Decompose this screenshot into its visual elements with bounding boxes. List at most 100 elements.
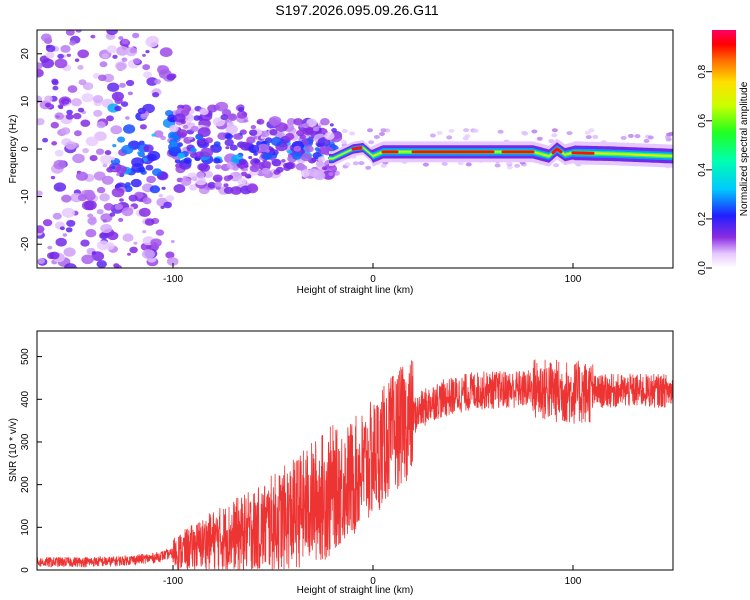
spectral-blob [37, 62, 43, 70]
spectral-blob [302, 126, 315, 136]
spectral-blob [50, 121, 59, 129]
spectral-blob [142, 53, 146, 57]
spectral-blob [146, 77, 158, 86]
spectral-blob [246, 136, 256, 144]
spectral-blob [110, 165, 116, 170]
spectral-blob [139, 124, 147, 130]
spectral-blob [142, 249, 155, 260]
spectral-blob [205, 137, 214, 144]
spectral-blob [299, 124, 304, 128]
spectral-blob [592, 134, 599, 139]
spectral-blob [60, 127, 71, 135]
spectral-blob [132, 32, 140, 39]
spectral-blob [109, 212, 116, 217]
spectral-blob [96, 260, 107, 268]
spectrogram-ylabel: Frequency (Hz) [8, 115, 19, 184]
spectral-blob [170, 240, 175, 243]
spectral-blob [66, 109, 73, 115]
spectral-blob [197, 127, 211, 138]
spectral-blob [174, 113, 186, 123]
snr-background [37, 331, 673, 570]
spectral-blob [308, 168, 320, 177]
spectral-blob [104, 150, 112, 156]
spectrogram-ytick-label: 10 [20, 95, 31, 107]
spectral-blob [122, 233, 134, 242]
spectral-blob [96, 121, 106, 129]
spectral-blob [302, 140, 310, 146]
spectral-blob [44, 102, 52, 108]
spectral-blob [224, 138, 234, 147]
spectral-blob [146, 175, 157, 184]
spectral-blob [81, 254, 94, 265]
spectral-blob [121, 144, 134, 155]
spectral-blob [53, 159, 67, 170]
spectral-blob [138, 207, 151, 217]
ridge-peak [551, 147, 563, 155]
spectral-blob [77, 194, 88, 202]
spectral-blob [195, 177, 207, 186]
spectral-blob [261, 167, 271, 175]
spectral-blob [96, 186, 106, 194]
spectral-blob [233, 133, 242, 140]
spectral-blob [311, 157, 317, 163]
spectral-blob [248, 144, 260, 154]
spectral-blob [54, 58, 68, 69]
spectral-blob [197, 115, 203, 120]
spectral-blob [44, 95, 53, 103]
spectral-blob [143, 71, 152, 79]
spectral-blob [71, 98, 82, 107]
spectral-blob [37, 190, 43, 197]
spectral-blob [45, 51, 55, 59]
spectral-blob [176, 129, 188, 138]
spectral-blob [116, 46, 129, 56]
spectrogram-ytick-label: -10 [20, 189, 31, 204]
spectral-blob [249, 129, 258, 136]
spectral-blob [142, 230, 147, 234]
spectral-blob [195, 151, 204, 158]
colorbar-tick-label: 0.2 [697, 212, 708, 226]
spectral-blob [177, 152, 185, 159]
spectral-blob [585, 135, 592, 140]
spectral-blob [157, 65, 170, 75]
spectral-blob [61, 194, 72, 203]
spectral-blob [145, 164, 154, 171]
spectral-blob [270, 157, 276, 161]
spectral-blob [80, 239, 90, 247]
spectral-blob [123, 124, 136, 134]
spectral-blob [643, 138, 650, 143]
spectral-blob [229, 144, 238, 151]
ridge-band-4 [329, 146, 673, 160]
spectral-blob [102, 219, 107, 223]
spectral-blob [256, 118, 265, 125]
spectrogram-ytick-label: -20 [20, 237, 31, 252]
spectral-blob [463, 128, 470, 133]
spectral-blob [634, 134, 641, 139]
spectral-blob [187, 122, 192, 126]
spectral-blob [341, 140, 347, 144]
spectral-blob [196, 172, 205, 179]
spectral-blob [352, 161, 359, 166]
spectral-blob [584, 130, 591, 135]
spectral-blob [302, 122, 310, 129]
spectral-blob [331, 128, 337, 133]
spectral-blob [74, 58, 80, 62]
spectral-blob [436, 131, 443, 135]
spectral-blob [54, 149, 64, 157]
snr-panel: -100 0 100 0 100 200 300 400 500 Height of strai… [8, 330, 674, 596]
spectral-blob [273, 169, 281, 175]
spectral-blob [149, 185, 161, 194]
spectral-blob [121, 101, 129, 107]
spectral-blob [269, 129, 278, 136]
spectral-blob [53, 182, 67, 192]
spectral-blob [115, 265, 122, 268]
spectral-blob [49, 251, 60, 260]
spectral-blob [198, 140, 205, 145]
spectral-blob [243, 119, 248, 123]
spectral-blob [190, 125, 199, 132]
spectral-blob [121, 207, 134, 217]
spectral-blob [52, 212, 62, 220]
spectral-blob [262, 152, 273, 161]
spectral-blob [260, 130, 270, 138]
spectral-blob [313, 126, 320, 132]
